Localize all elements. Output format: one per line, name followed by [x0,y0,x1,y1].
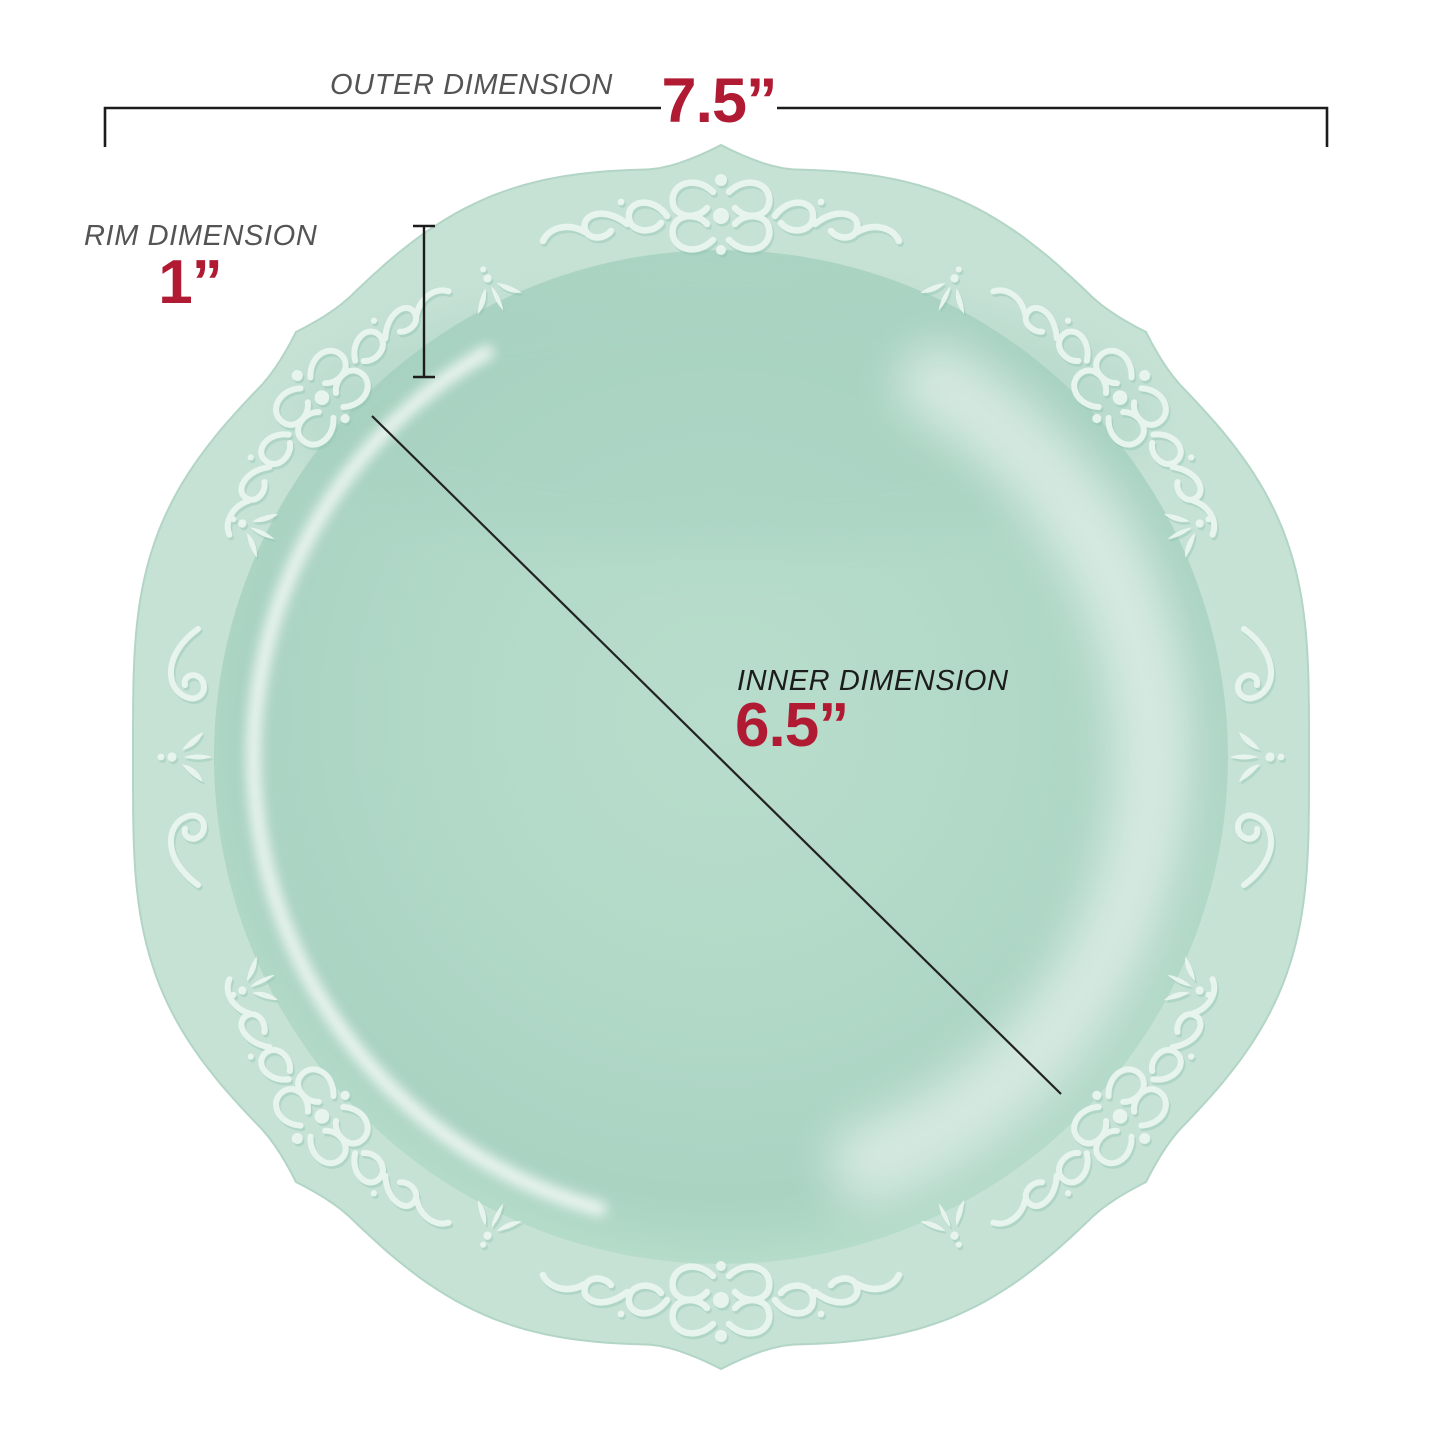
inner-dimension-value: 6.5” [735,691,849,760]
plate [132,143,1310,1371]
rim-dimension-value: 1” [158,248,222,317]
inner-dimension-line [371,415,1062,1095]
outer-dimension-value: 7.5” [661,66,777,136]
rim-dimension-label: RIM DIMENSION [84,220,318,252]
outer-dimension-label: OUTER DIMENSION [330,69,613,101]
rim-dimension-line [413,224,435,379]
plate-glare [247,290,1192,1216]
outer-dimension-bracket [103,106,1329,147]
inner-dimension-label: INNER DIMENSION [737,665,1009,697]
